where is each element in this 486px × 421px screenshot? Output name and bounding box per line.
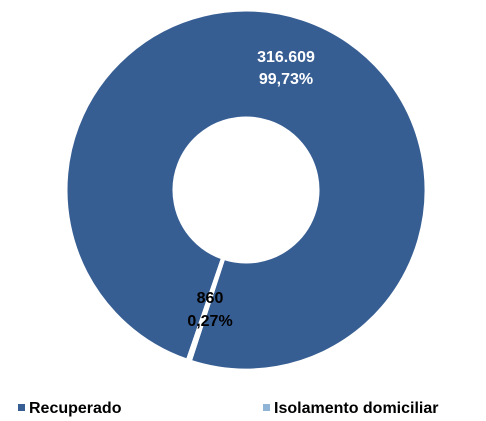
value-label: 860 xyxy=(197,290,224,307)
legend-label: Recuperado xyxy=(29,400,122,417)
legend-swatch xyxy=(263,404,270,411)
percent-label: 99,73% xyxy=(259,71,313,88)
value-label: 316.609 xyxy=(257,49,315,66)
donut-slice xyxy=(185,256,226,364)
legend-swatch xyxy=(18,404,25,411)
donut-slice xyxy=(64,8,428,372)
percent-label: 0,27% xyxy=(187,313,232,330)
legend-label: Isolamento domiciliar xyxy=(274,400,438,417)
